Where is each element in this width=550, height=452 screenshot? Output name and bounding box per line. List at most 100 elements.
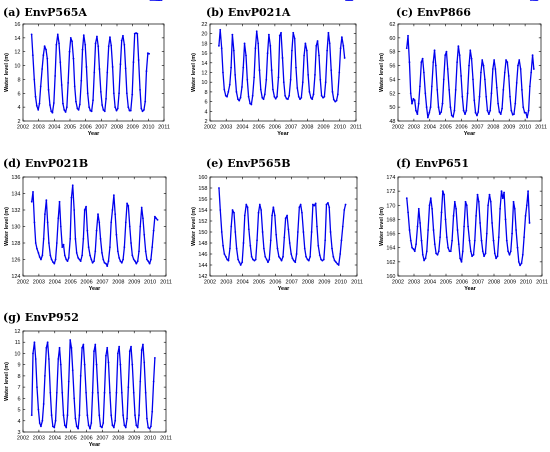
data-point (405, 197, 408, 200)
data-point (148, 262, 151, 265)
data-point (331, 91, 334, 93)
data-point (233, 211, 235, 214)
data-point (124, 426, 127, 429)
data-point (421, 57, 424, 60)
x-tick-label: 2010 (144, 280, 156, 286)
y-tick-label: 62 (389, 22, 395, 28)
x-tick-label: 2002 (204, 125, 216, 131)
x-tick-label: 2011 (158, 125, 170, 131)
data-point (314, 202, 317, 205)
data-point (284, 217, 287, 220)
data-point (147, 426, 150, 429)
data-point (140, 107, 143, 110)
data-point (40, 425, 42, 428)
x-tick-label: 2004 (49, 280, 61, 286)
data-point (38, 256, 41, 258)
data-point (480, 71, 482, 74)
data-point (30, 33, 33, 36)
data-point (444, 54, 447, 57)
data-point (433, 49, 436, 52)
data-point (67, 81, 70, 84)
data-point (40, 258, 42, 261)
data-point (97, 213, 99, 216)
data-point (316, 225, 318, 228)
data-point (145, 70, 148, 73)
data-point (52, 102, 55, 104)
data-point (138, 250, 140, 253)
data-point (509, 95, 511, 98)
data-point (219, 209, 222, 211)
data-point (520, 262, 523, 265)
data-point (408, 61, 411, 64)
data-point (110, 44, 113, 47)
data-point (444, 218, 447, 221)
data-point (63, 109, 66, 111)
data-point (521, 253, 524, 256)
data-point (507, 250, 509, 253)
data-point (501, 197, 504, 200)
y-tick-label: 48 (389, 119, 395, 125)
data-point (71, 184, 74, 187)
data-point (110, 221, 113, 224)
data-point (440, 211, 443, 214)
data-point (126, 202, 128, 205)
data-point (415, 243, 417, 246)
data-point (151, 246, 154, 249)
data-point (243, 42, 246, 45)
y-tick-label: 164 (386, 246, 395, 252)
y-tick-label: 10 (14, 351, 20, 357)
data-point (288, 94, 291, 97)
data-point (98, 68, 101, 70)
data-point (148, 52, 151, 55)
data-point (294, 261, 297, 264)
y-tick-label: 11 (15, 340, 21, 346)
data-point (273, 214, 276, 217)
data-point (260, 209, 263, 211)
data-point (521, 88, 523, 91)
data-point (135, 424, 138, 427)
data-point (235, 91, 238, 93)
data-point (525, 111, 527, 114)
data-point (504, 218, 507, 221)
data-point (137, 59, 140, 61)
data-point (295, 253, 298, 255)
data-point (232, 49, 235, 52)
data-point (53, 262, 56, 265)
data-point (278, 34, 281, 37)
data-point (408, 229, 411, 231)
data-point (427, 229, 429, 231)
data-point (133, 32, 136, 35)
data-point (503, 191, 505, 194)
data-point (65, 106, 68, 109)
data-point (132, 61, 135, 64)
data-point (302, 231, 305, 233)
data-point (49, 254, 52, 257)
x-axis-label: Year (278, 286, 290, 292)
y-tick-label: 16 (14, 22, 20, 28)
data-point (101, 426, 103, 429)
data-point (465, 204, 468, 207)
data-point (91, 391, 94, 394)
data-point (78, 258, 81, 261)
data-point (430, 85, 433, 88)
data-point (272, 88, 274, 91)
x-tick-label: 2006 (269, 280, 281, 286)
data-point (350, 0, 352, 1)
data-point (497, 236, 500, 239)
data-point (258, 69, 261, 71)
x-tick-label: 2007 (95, 125, 107, 131)
data-point (292, 259, 295, 262)
data-point (447, 246, 449, 249)
data-point (128, 109, 131, 112)
data-point (144, 391, 147, 394)
data-point (235, 247, 238, 250)
data-point (139, 380, 142, 383)
data-point (115, 391, 118, 394)
x-tick-label: 2007 (471, 125, 483, 131)
data-point (237, 98, 239, 101)
data-point (455, 207, 457, 210)
data-point (318, 54, 320, 57)
x-tick-label: 2006 (80, 280, 92, 286)
data-point (131, 254, 134, 257)
